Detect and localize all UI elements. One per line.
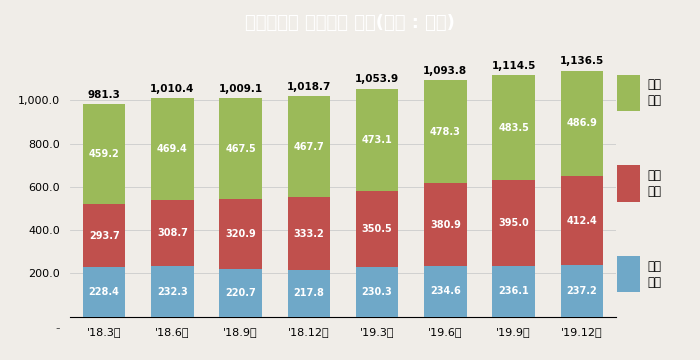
Bar — [83, 204, 125, 267]
Bar — [83, 267, 125, 317]
Text: 380.9: 380.9 — [430, 220, 461, 230]
Text: 자산운용사 운용자산 추이(단위 : 조원): 자산운용사 운용자산 추이(단위 : 조원) — [245, 14, 455, 32]
Bar — [356, 191, 398, 267]
Text: 237.2: 237.2 — [566, 286, 597, 296]
Text: 1,114.5: 1,114.5 — [491, 61, 536, 71]
Text: 230.3: 230.3 — [362, 287, 393, 297]
Text: 350.5: 350.5 — [362, 224, 393, 234]
FancyBboxPatch shape — [617, 166, 641, 202]
Text: 320.9: 320.9 — [225, 229, 256, 239]
Bar — [220, 199, 262, 269]
Bar — [151, 98, 193, 200]
Text: 333.2: 333.2 — [293, 229, 324, 239]
Text: 1,018.7: 1,018.7 — [287, 82, 331, 92]
Text: 486.9: 486.9 — [566, 118, 597, 129]
Bar — [288, 270, 330, 317]
Text: 1,136.5: 1,136.5 — [560, 56, 604, 66]
Bar — [83, 104, 125, 204]
Bar — [493, 180, 535, 266]
Bar — [561, 71, 603, 176]
FancyBboxPatch shape — [617, 75, 641, 111]
Bar — [288, 96, 330, 198]
Text: 1,093.8: 1,093.8 — [424, 66, 468, 76]
Text: 467.5: 467.5 — [225, 144, 256, 154]
Bar — [493, 266, 535, 317]
FancyBboxPatch shape — [617, 256, 641, 292]
Bar — [561, 176, 603, 265]
Text: 467.7: 467.7 — [293, 142, 324, 152]
Bar — [151, 200, 193, 266]
Text: 483.5: 483.5 — [498, 123, 529, 133]
Text: 412.4: 412.4 — [566, 216, 597, 226]
Text: -: - — [55, 322, 60, 335]
Text: 395.0: 395.0 — [498, 218, 529, 228]
Bar — [356, 89, 398, 191]
Text: 1,009.1: 1,009.1 — [218, 84, 262, 94]
Bar — [288, 198, 330, 270]
Text: 293.7: 293.7 — [89, 230, 120, 240]
Text: 1,010.4: 1,010.4 — [150, 84, 195, 94]
Bar — [424, 266, 466, 317]
Text: 478.3: 478.3 — [430, 127, 461, 137]
Bar — [424, 184, 466, 266]
Text: 투자
일임: 투자 일임 — [648, 78, 661, 107]
Bar — [220, 269, 262, 317]
Text: 469.4: 469.4 — [157, 144, 188, 154]
Text: 220.7: 220.7 — [225, 288, 256, 298]
Text: 236.1: 236.1 — [498, 286, 529, 296]
Bar — [424, 80, 466, 184]
Text: 234.6: 234.6 — [430, 287, 461, 296]
Text: 308.7: 308.7 — [157, 228, 188, 238]
Text: 217.8: 217.8 — [293, 288, 324, 298]
Text: 사모
펀드: 사모 펀드 — [648, 169, 661, 198]
Text: 1,053.9: 1,053.9 — [355, 74, 399, 84]
Bar — [561, 265, 603, 317]
Bar — [220, 98, 262, 199]
Text: 232.3: 232.3 — [157, 287, 188, 297]
Text: 459.2: 459.2 — [89, 149, 120, 159]
Bar — [493, 75, 535, 180]
Text: 981.3: 981.3 — [88, 90, 120, 100]
Text: 공모
펀드: 공모 펀드 — [648, 260, 661, 289]
Bar — [356, 267, 398, 317]
Bar — [151, 266, 193, 317]
Text: 473.1: 473.1 — [362, 135, 393, 145]
Text: 228.4: 228.4 — [89, 287, 120, 297]
